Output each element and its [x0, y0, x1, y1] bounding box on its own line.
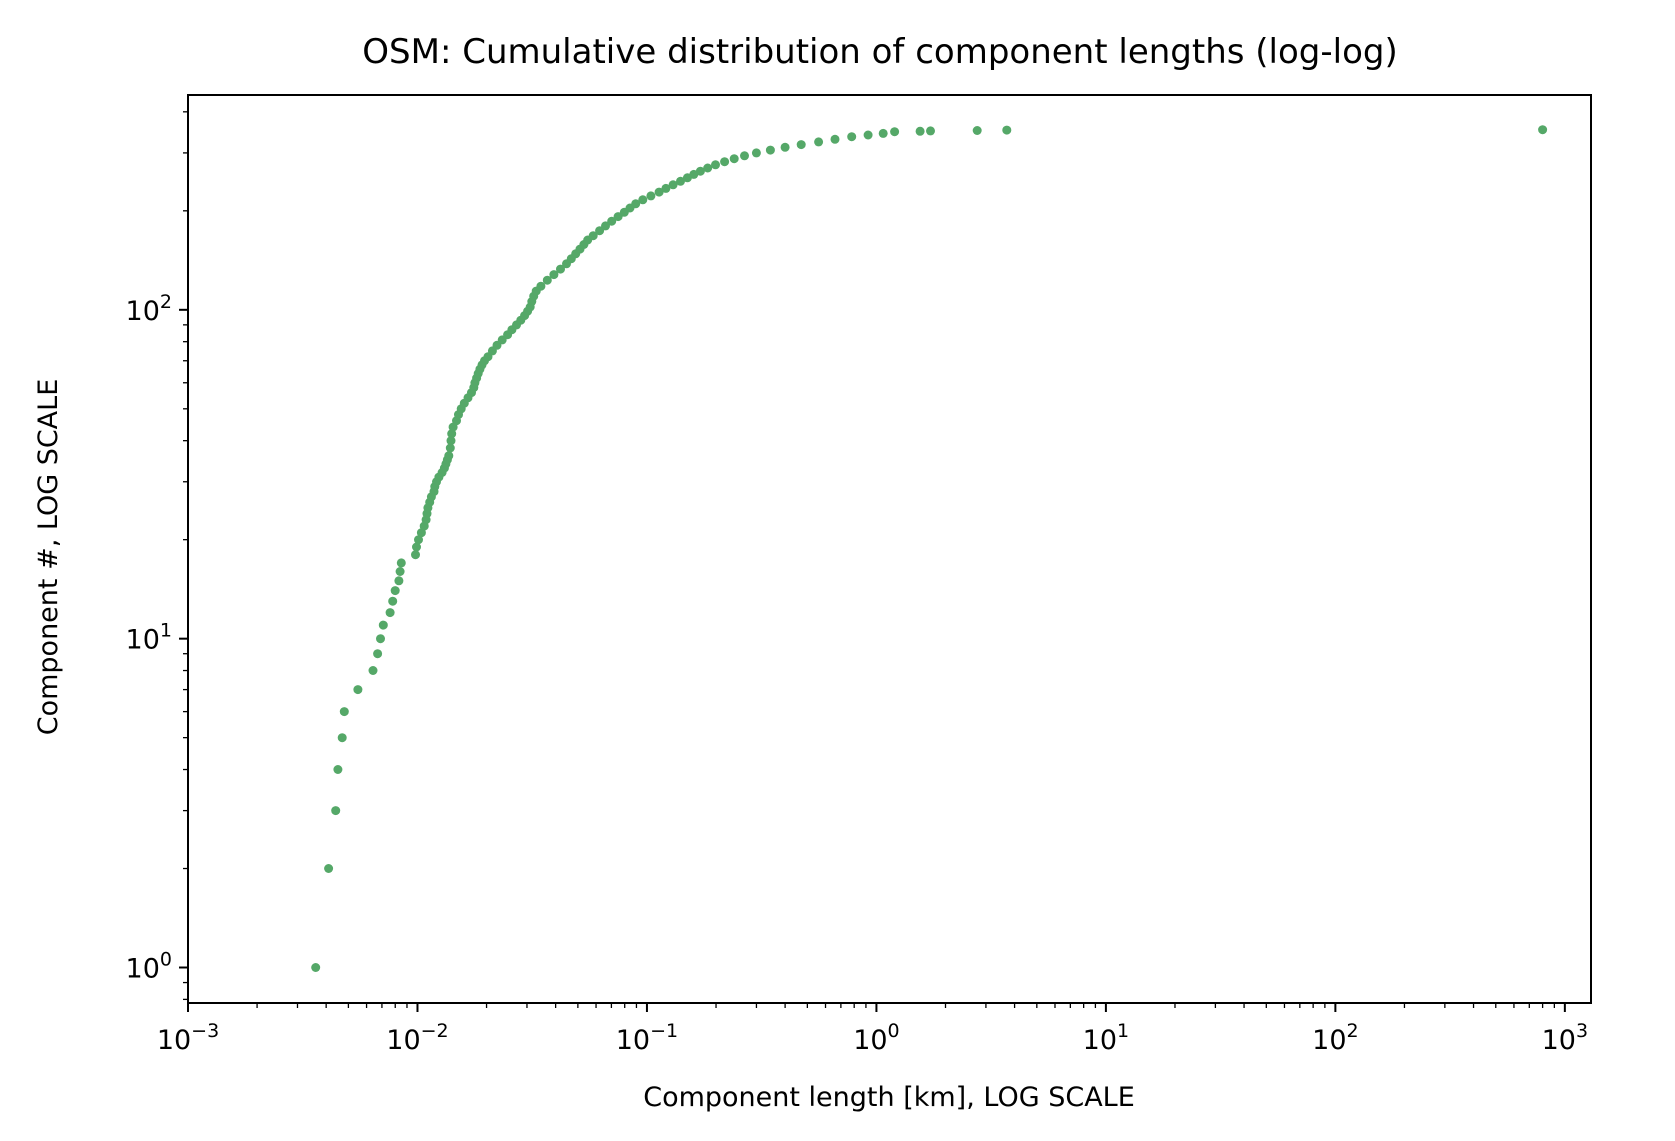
data-point	[654, 187, 664, 197]
chart-title: OSM: Cumulative distribution of componen…	[362, 32, 1397, 72]
x-tick-label: 10−2	[386, 1020, 448, 1056]
data-point	[588, 231, 598, 241]
data-point	[814, 137, 824, 147]
data-point	[388, 596, 398, 606]
data-point	[711, 160, 720, 170]
data-point	[333, 765, 343, 774]
data-point	[720, 157, 730, 167]
data-point	[311, 963, 321, 972]
data-point	[926, 126, 935, 136]
data-point	[661, 183, 671, 193]
data-point	[353, 685, 363, 695]
data-point	[396, 558, 406, 568]
data-point	[445, 443, 455, 453]
data-point	[878, 128, 888, 138]
data-point	[631, 199, 641, 209]
data-point	[646, 191, 656, 201]
x-tick-label: 100	[853, 1020, 899, 1056]
x-axis-label: Component length [km], LOG SCALE	[643, 1082, 1135, 1113]
scatter-points	[311, 125, 1548, 972]
data-point	[847, 132, 857, 142]
data-point	[1002, 125, 1012, 135]
data-point	[331, 806, 341, 816]
data-point	[536, 281, 546, 291]
y-tick-label: 100	[126, 949, 172, 985]
data-point	[339, 707, 349, 717]
data-point	[729, 154, 739, 164]
data-point	[368, 666, 378, 675]
data-point	[411, 550, 420, 560]
data-point	[1538, 125, 1548, 135]
data-point	[668, 180, 678, 190]
data-point	[549, 270, 559, 280]
data-point	[394, 576, 404, 586]
data-point	[607, 216, 617, 226]
data-point	[444, 451, 454, 461]
data-point	[373, 649, 383, 659]
data-point	[378, 620, 388, 630]
data-point	[751, 148, 761, 158]
data-point	[676, 176, 685, 186]
x-tick-label: 102	[1312, 1020, 1358, 1056]
data-point	[796, 140, 806, 150]
data-point	[412, 542, 421, 552]
data-point	[765, 145, 775, 155]
data-point	[638, 195, 648, 205]
data-point	[695, 166, 705, 176]
data-point	[890, 127, 900, 137]
data-point	[915, 126, 925, 136]
y-axis-label: Component #, LOG SCALE	[33, 379, 64, 736]
x-tick-label: 103	[1542, 1020, 1588, 1056]
data-point	[556, 264, 565, 274]
x-tick-label: 10−1	[616, 1020, 678, 1056]
plot-frame	[187, 94, 1592, 1004]
data-point	[780, 142, 790, 152]
data-point	[414, 535, 423, 545]
plot-area	[188, 95, 1591, 1003]
data-point	[601, 221, 610, 231]
data-point	[863, 130, 873, 140]
x-tick-label: 10−3	[157, 1020, 219, 1056]
data-point	[395, 567, 405, 576]
x-tick-label: 101	[1083, 1020, 1129, 1056]
y-tick-label: 101	[126, 620, 172, 656]
data-point	[703, 163, 713, 173]
y-tick-label: 102	[126, 291, 172, 327]
data-point	[542, 275, 552, 285]
data-point	[385, 608, 395, 618]
data-point	[972, 126, 982, 135]
data-point	[337, 733, 347, 743]
data-point	[376, 634, 385, 644]
data-point	[830, 134, 840, 144]
data-point	[324, 864, 334, 873]
data-point	[446, 436, 456, 446]
data-point	[740, 151, 749, 161]
data-point	[390, 586, 400, 596]
axis-ticks: 10−3 10−2 10−1 100 101 102 103 100 101 102	[126, 111, 1588, 1056]
